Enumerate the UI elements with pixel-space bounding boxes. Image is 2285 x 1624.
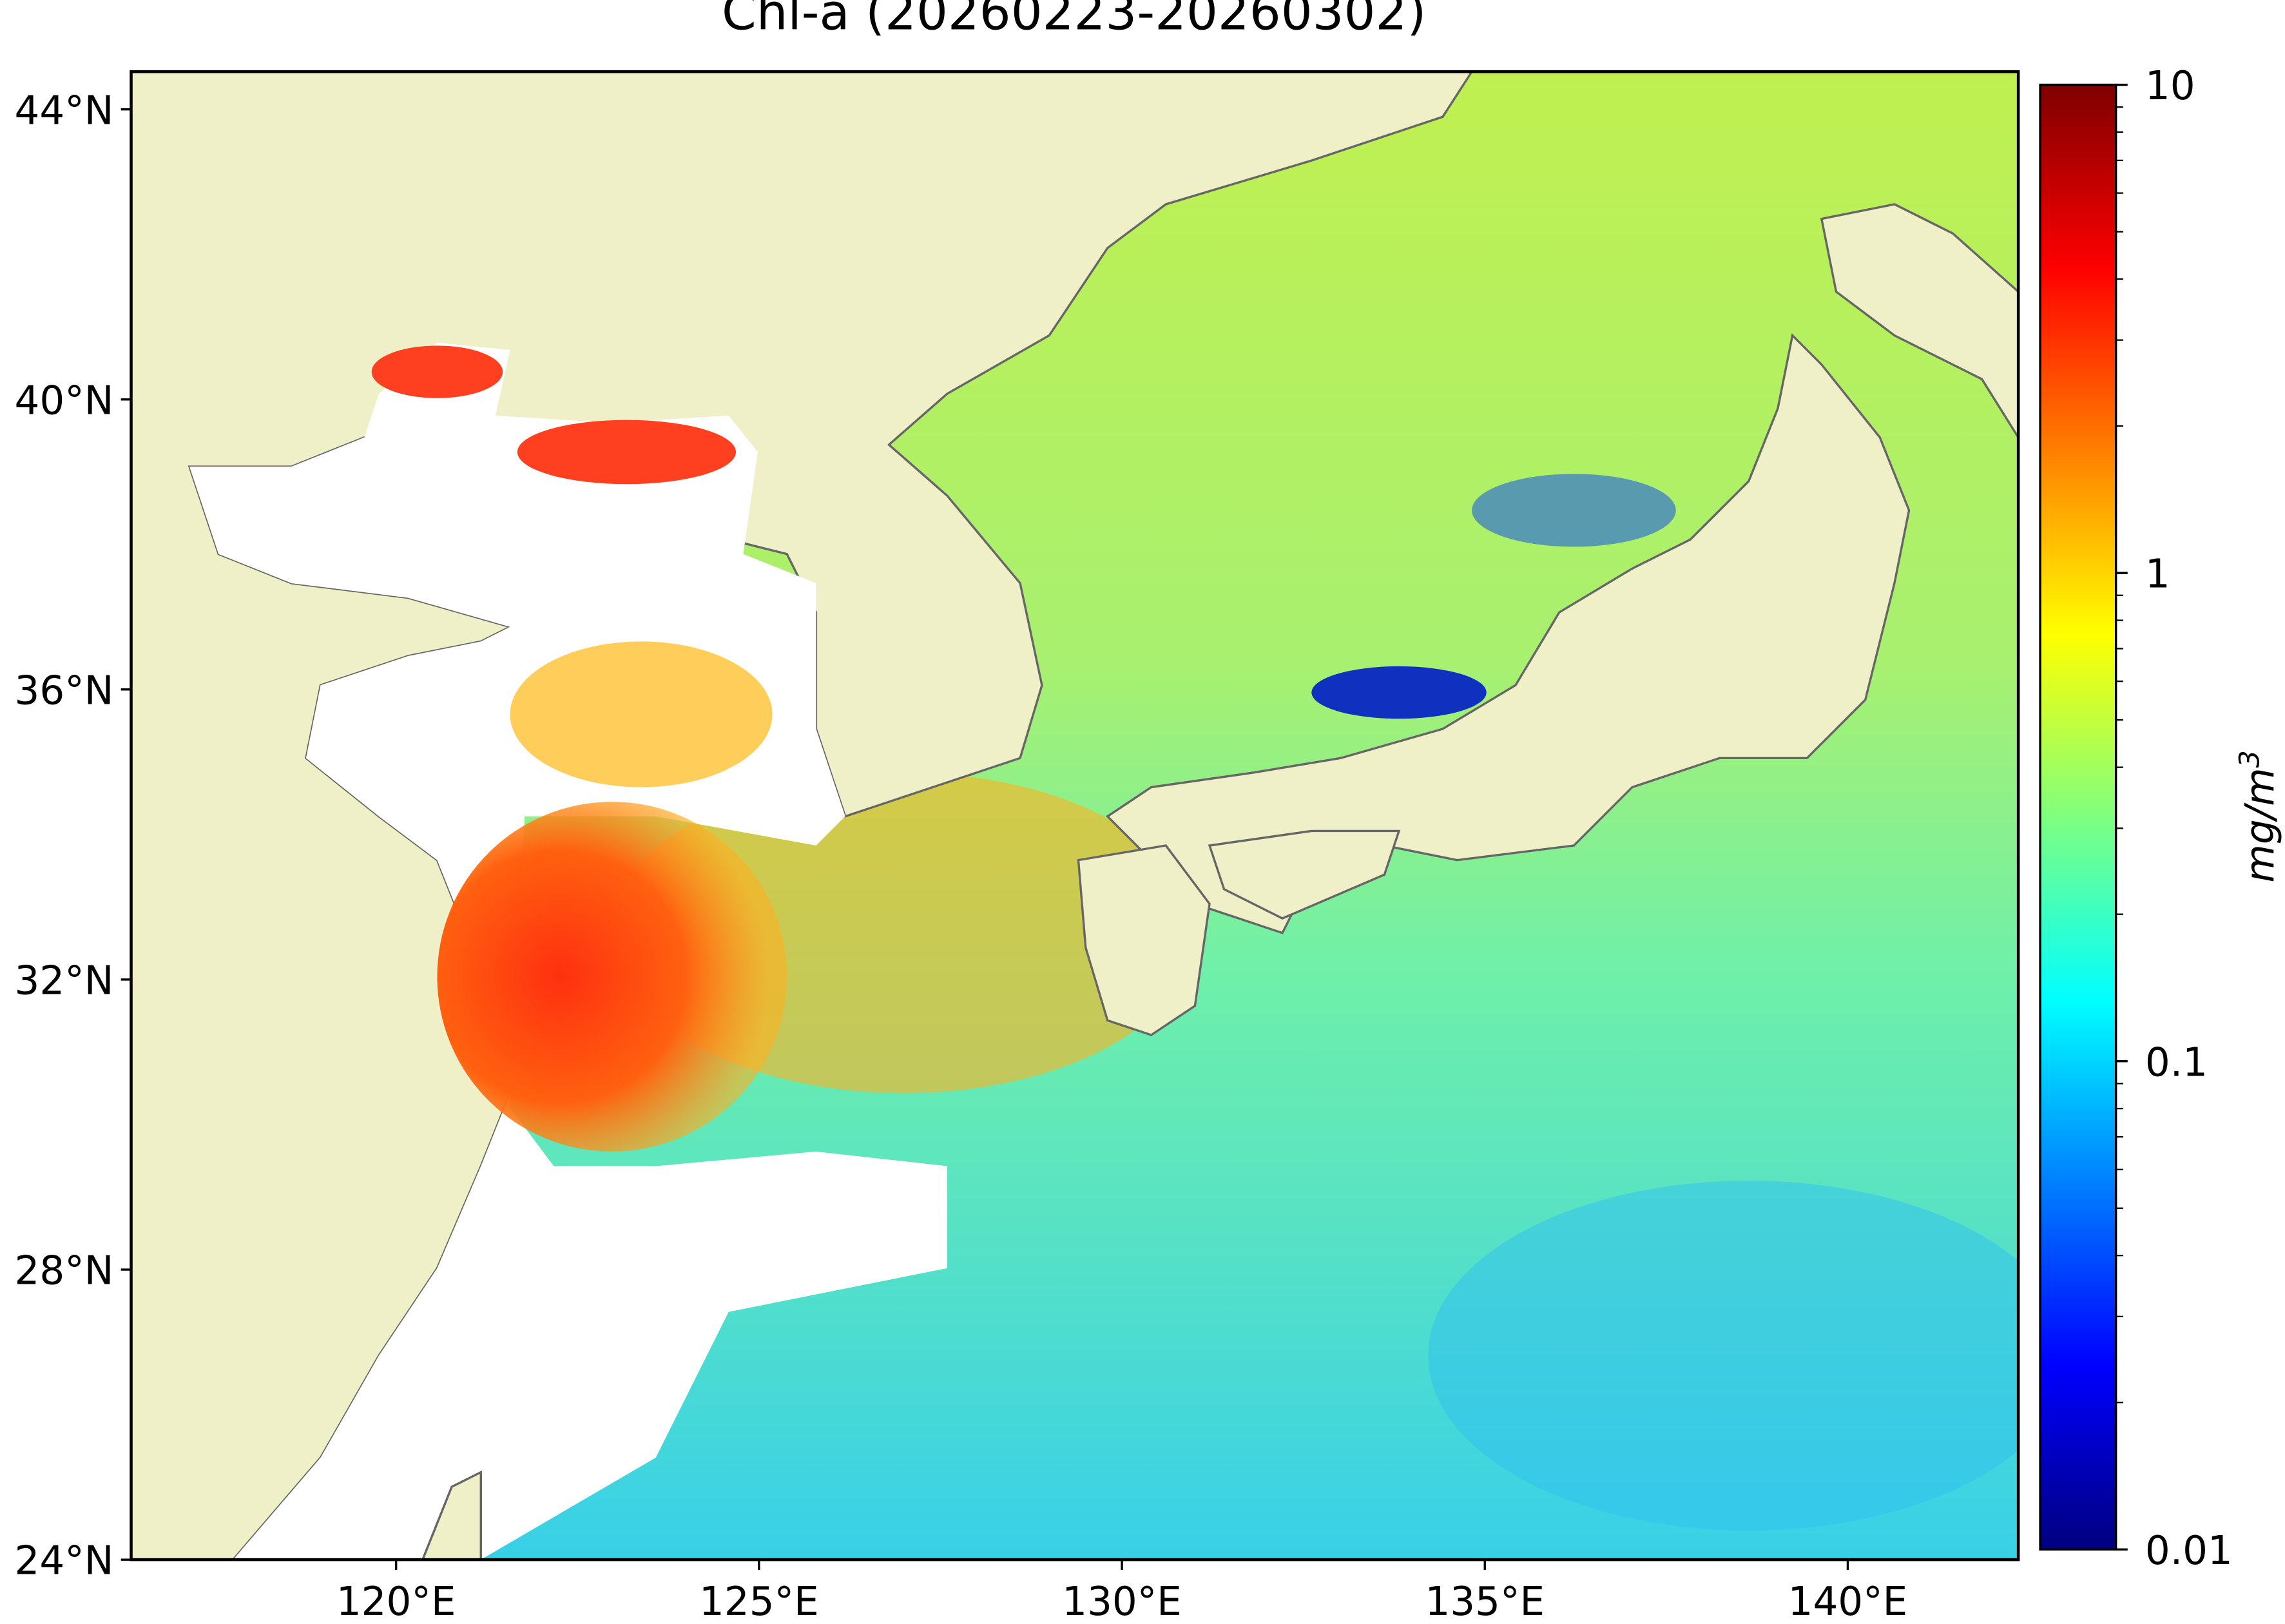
colorbar-tick-label: 0.1 [2145, 1039, 2208, 1085]
x-tick-label: 125°E [699, 1579, 819, 1624]
bohai-bloom [371, 345, 503, 398]
land-shikoku [1208, 829, 1401, 920]
unit-base: mg/m [2237, 768, 2283, 882]
colorbar-tick-label: 0.01 [2145, 1528, 2233, 1574]
low-chl-patch [1472, 474, 1676, 547]
land-kyushu [1077, 844, 1211, 1036]
y-tick-label: 36°N [15, 668, 114, 713]
low-chl-patch [1311, 666, 1487, 719]
x-tick-label: 140°E [1788, 1579, 1908, 1624]
y-tick-label: 44°N [15, 88, 114, 133]
land-taiwan [421, 1470, 482, 1560]
x-tick-label: 120°E [336, 1579, 456, 1624]
low-chl-area [1428, 1181, 2019, 1531]
colorbar-tick-label: 1 [2145, 552, 2170, 597]
map-area [131, 72, 2019, 1560]
river-plume [437, 802, 787, 1152]
yellow-sea-patch [510, 641, 773, 788]
x-tick-label: 135°E [1425, 1579, 1545, 1624]
y-tick-label: 40°N [15, 378, 114, 423]
colorbar-label: mg/m3 [2233, 750, 2283, 883]
y-tick-label: 24°N [15, 1538, 114, 1584]
x-tick-label: 130°E [1062, 1579, 1182, 1624]
land-hokkaido [1820, 203, 2019, 440]
y-tick-label: 28°N [15, 1248, 114, 1294]
colorbar [2039, 83, 2117, 1551]
unit-exponent: 3 [2233, 750, 2266, 768]
map-frame [130, 70, 2020, 1561]
colorbar-tick-label: 10 [2145, 63, 2195, 109]
map-title: Chl-a (20260223-20260302) [722, 0, 1426, 42]
bay-bloom [517, 420, 737, 485]
land-honshu [1106, 333, 1911, 934]
cloud-cover [189, 342, 947, 1560]
y-tick-label: 32°N [15, 958, 114, 1004]
